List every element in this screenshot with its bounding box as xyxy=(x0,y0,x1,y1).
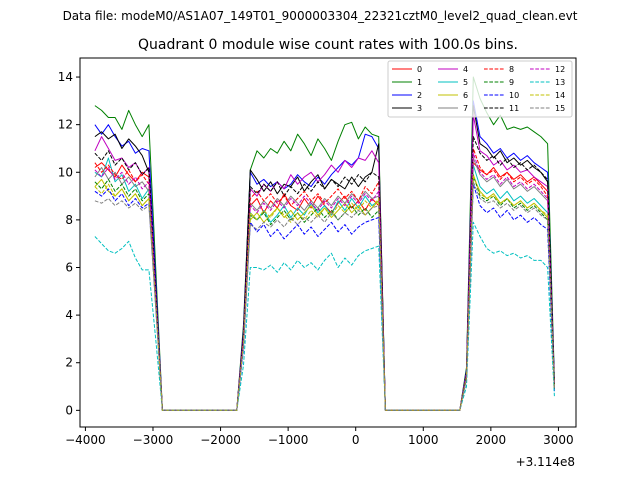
legend-label-0: 0 xyxy=(417,65,422,74)
legend-label-14: 14 xyxy=(555,91,565,100)
y-tick-label: 14 xyxy=(58,70,73,84)
chart-title: Quadrant 0 module wise count rates with … xyxy=(138,37,518,53)
legend-label-3: 3 xyxy=(417,104,422,113)
legend-label-15: 15 xyxy=(555,104,565,113)
y-tick-label: 0 xyxy=(65,403,73,417)
series-line-10 xyxy=(94,183,555,411)
x-tick-label: −1000 xyxy=(268,433,309,447)
x-tick-label: −3000 xyxy=(133,433,174,447)
x-tick-label: 3000 xyxy=(543,433,574,447)
y-tick-label: 2 xyxy=(65,356,73,370)
y-tick-label: 8 xyxy=(65,213,73,227)
legend-label-4: 4 xyxy=(463,65,468,74)
axes-frame xyxy=(79,57,577,428)
legend-box xyxy=(387,60,573,118)
legend-label-13: 13 xyxy=(555,78,565,87)
x-tick-label: 1000 xyxy=(408,433,439,447)
y-tick-label: 12 xyxy=(58,118,73,132)
legend-label-7: 7 xyxy=(463,104,468,113)
y-tick-label: 6 xyxy=(65,260,73,274)
legend-label-6: 6 xyxy=(463,91,468,100)
x-tick-label: −2000 xyxy=(200,433,241,447)
x-tick-label: −4000 xyxy=(65,433,106,447)
legend-label-10: 10 xyxy=(509,91,519,100)
legend-label-8: 8 xyxy=(509,65,514,74)
legend-label-2: 2 xyxy=(417,91,422,100)
x-offset-label: +3.114e8 xyxy=(516,455,575,469)
plot-area: −4000 −3000 −2000 −1000 0 1000 2000 30000246810… xyxy=(58,57,577,447)
y-tick-label: 10 xyxy=(58,165,73,179)
legend-label-9: 9 xyxy=(509,78,514,87)
legend-label-5: 5 xyxy=(463,78,468,87)
legend-label-1: 1 xyxy=(417,78,422,87)
chart-suptitle: Data file: modeM0/AS1A07_149T01_90000033… xyxy=(63,9,578,23)
x-tick-label: 2000 xyxy=(476,433,507,447)
x-tick-label: 0 xyxy=(352,433,360,447)
series-line-15 xyxy=(94,181,555,411)
y-tick-label: 4 xyxy=(65,308,73,322)
legend-label-11: 11 xyxy=(509,104,519,113)
legend-label-12: 12 xyxy=(555,65,565,74)
